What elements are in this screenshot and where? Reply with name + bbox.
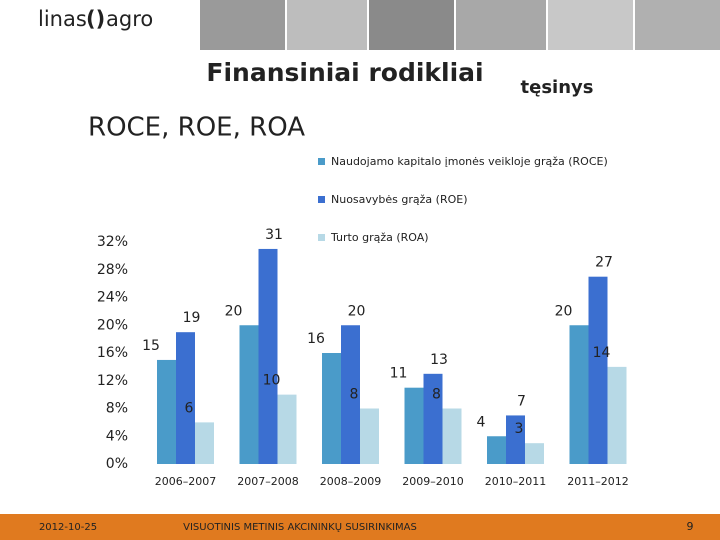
bar (341, 325, 360, 464)
data-label: 6 (185, 400, 194, 416)
bar (239, 325, 259, 464)
data-label: 20 (348, 303, 366, 319)
data-label: 27 (595, 255, 613, 271)
bar (506, 415, 525, 464)
footer-event: VISUOTINIS METINIS AKCININKŲ SUSIRINKIMA… (183, 522, 417, 533)
data-label: 20 (555, 303, 573, 319)
bar (423, 373, 443, 464)
footer-date: 2012-10-25 (39, 522, 97, 533)
bar (525, 443, 544, 464)
logo-mark: () (86, 7, 105, 31)
bar (487, 436, 506, 464)
data-label: 16 (307, 331, 325, 347)
y-tick-label: 12% (97, 373, 128, 389)
data-label: 15 (142, 338, 160, 354)
data-label: 14 (593, 345, 611, 361)
logo-right: agro (106, 7, 153, 31)
bar (607, 366, 627, 464)
data-label: 13 (430, 352, 448, 368)
footer-bar (0, 514, 720, 540)
bar (195, 422, 214, 464)
bar (569, 325, 589, 464)
bar (176, 332, 195, 464)
photo-strip (200, 0, 720, 50)
data-label: 3 (515, 421, 524, 437)
bar (404, 387, 424, 464)
data-label: 10 (263, 373, 281, 389)
x-tick-label: 2011–2012 (567, 475, 629, 488)
y-tick-label: 24% (97, 290, 128, 306)
bar (157, 359, 176, 464)
y-tick-label: 4% (106, 428, 128, 444)
bar (277, 394, 297, 464)
legend-swatch (318, 196, 325, 203)
bar (322, 353, 341, 464)
legend-label: Turto grąža (ROA) (330, 231, 429, 244)
data-label: 11 (390, 366, 408, 382)
data-label: 20 (225, 303, 243, 319)
x-tick-label: 2010–2011 (485, 475, 547, 488)
data-label: 4 (477, 414, 486, 430)
chart-heading: ROCE, ROE, ROA (88, 113, 305, 143)
data-label: 8 (350, 387, 359, 403)
legend-label: Naudojamo kapitalo įmonės veikloje grąža… (331, 155, 608, 168)
legend-swatch (318, 158, 325, 165)
footer-page: 9 (687, 520, 694, 533)
x-tick-label: 2008–2009 (320, 475, 382, 488)
y-tick-label: 32% (97, 234, 128, 250)
data-label: 19 (183, 310, 201, 326)
bar (360, 408, 379, 464)
bar (258, 248, 278, 464)
data-label: 31 (265, 227, 283, 243)
x-tick-label: 2006–2007 (155, 475, 217, 488)
data-label: 7 (517, 393, 526, 409)
bar (588, 276, 608, 464)
logo-left: linas (38, 7, 87, 31)
bar (442, 408, 462, 464)
x-tick-label: 2009–2010 (402, 475, 464, 488)
x-tick-label: 2007–2008 (237, 475, 299, 488)
y-tick-label: 0% (106, 456, 128, 472)
legend-swatch (318, 234, 325, 241)
data-label: 8 (432, 387, 441, 403)
chart: 0% 4% 8% 12% 16% 20% 24% 28% 32% Naudojamo kapita… (97, 155, 629, 488)
y-tick-label: 20% (97, 317, 128, 333)
slide-note: tęsinys (521, 77, 594, 98)
y-tick-label: 16% (97, 345, 128, 361)
y-tick-label: 8% (106, 401, 128, 417)
y-tick-label: 28% (97, 262, 128, 278)
legend-label: Nuosavybės grąža (ROE) (331, 193, 468, 206)
slide-title: Finansiniai rodikliai (206, 58, 483, 87)
